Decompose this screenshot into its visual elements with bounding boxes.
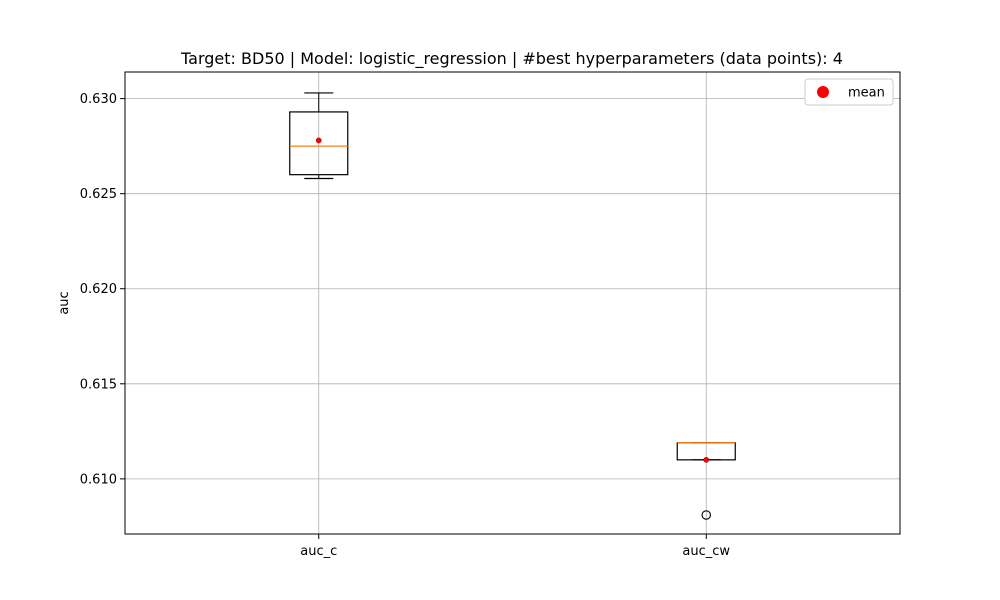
y-tick-label: 0.620 — [80, 282, 117, 297]
boxes-group — [289, 92, 736, 520]
x-tick-label: auc_cw — [682, 544, 730, 559]
y-axis-label: auc — [57, 291, 72, 314]
y-tick-label: 0.625 — [80, 187, 117, 202]
outlier-marker — [701, 510, 711, 520]
mean-marker — [315, 137, 322, 144]
grid-lines — [125, 72, 900, 534]
mean-marker — [703, 457, 710, 463]
y-tick-label: 0.630 — [80, 92, 117, 107]
x-tick-label: auc_c — [300, 544, 337, 559]
chart-title: Target: BD50 | Model: logistic_regressio… — [180, 49, 843, 69]
iqr-box — [289, 111, 349, 176]
y-tick-label: 0.610 — [80, 472, 117, 487]
legend-frame — [804, 78, 894, 106]
plot-frame — [124, 71, 901, 535]
y-axis: 0.610 0.615 0.620 0.625 0.630 — [80, 92, 125, 487]
x-axis: auc_c auc_cw — [300, 534, 730, 559]
legend-mean-marker — [817, 86, 829, 98]
box-auc_cw — [676, 442, 736, 520]
box-auc_c — [289, 92, 349, 180]
legend-mean-label: mean — [848, 86, 885, 101]
y-tick-label: 0.615 — [80, 377, 117, 392]
legend: mean — [804, 78, 894, 106]
